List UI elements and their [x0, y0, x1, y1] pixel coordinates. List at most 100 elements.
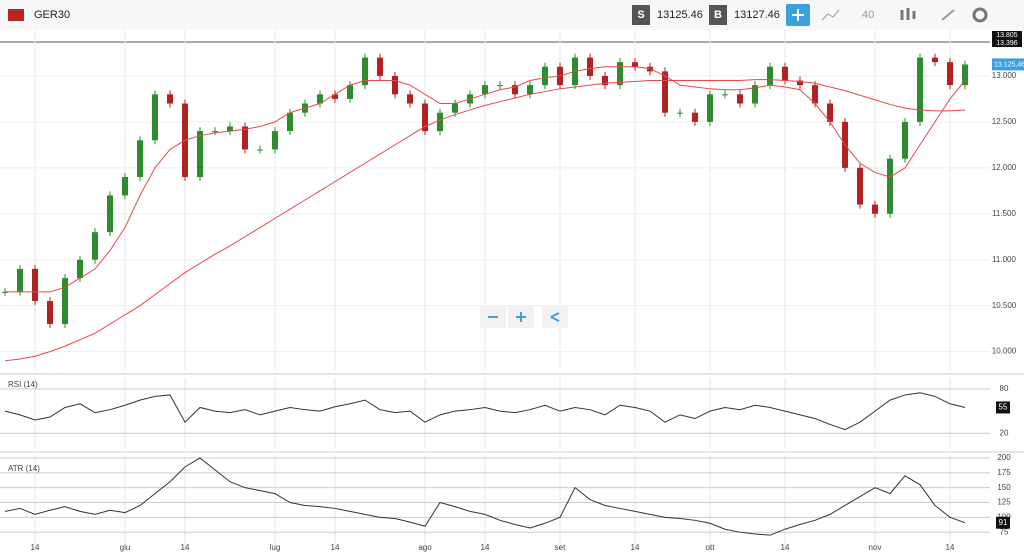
y-tick-label: 125: [997, 498, 1011, 507]
buy-button[interactable]: [709, 5, 727, 25]
x-tick-label: 14: [481, 543, 490, 552]
x-tick-label: ago: [418, 543, 432, 552]
candle: [617, 62, 623, 86]
candle: [362, 57, 368, 86]
candle: [692, 112, 698, 122]
last-value: 91: [999, 518, 1008, 527]
last-value: 55: [999, 403, 1008, 412]
candle: [332, 94, 338, 99]
candle: [122, 177, 128, 196]
buy-price: 13127.46: [734, 9, 780, 21]
candle: [482, 85, 488, 95]
candle: [542, 66, 548, 86]
candle: [662, 71, 668, 113]
candle: [512, 85, 518, 95]
candle: [797, 80, 803, 86]
top-tag: 13.396: [996, 40, 1018, 47]
symbol[interactable]: GER30: [34, 9, 70, 21]
x-tick-label: 14: [181, 543, 190, 552]
sell-price: 13125.46: [657, 9, 703, 21]
candle: [407, 94, 413, 104]
candle: [272, 131, 278, 150]
y-tick-label: 75: [1000, 527, 1009, 536]
candle: [377, 57, 383, 76]
atr-title: ATR (14): [8, 464, 40, 473]
candle: [287, 112, 293, 132]
candle: [92, 232, 98, 260]
candle: [752, 85, 758, 104]
y-tick-label: 11.500: [992, 209, 1016, 218]
symbol-icon: [8, 9, 24, 21]
top-tags: [992, 31, 1022, 47]
sell-button[interactable]: [632, 5, 650, 25]
y-tick-label: 200: [997, 453, 1011, 462]
candle: [962, 64, 968, 86]
candle: [212, 131, 218, 133]
candle: [197, 131, 203, 178]
y-tick-label: 12.500: [992, 117, 1017, 126]
candle: [392, 75, 398, 95]
candle: [917, 57, 923, 122]
chart-type-button[interactable]: [821, 9, 840, 21]
candle: [722, 94, 728, 96]
interval[interactable]: 40: [862, 9, 874, 21]
candle: [422, 103, 428, 132]
candle: [587, 57, 593, 76]
candle-button[interactable]: [900, 8, 916, 20]
candle: [782, 66, 788, 81]
settings-button[interactable]: [972, 7, 988, 23]
candle: [527, 85, 533, 95]
x-tick-label: set: [555, 543, 566, 552]
candle: [872, 204, 878, 214]
price-tag-box: [992, 58, 1024, 71]
y-tick-label: 10.000: [992, 347, 1017, 356]
candle: [77, 259, 83, 279]
candle: [47, 301, 53, 325]
candle: [62, 278, 68, 325]
candle: [17, 268, 23, 292]
x-tick-label: ott: [706, 543, 716, 552]
draw-button[interactable]: [941, 9, 955, 21]
candle: [887, 158, 893, 214]
candle: [32, 268, 38, 302]
candle: [632, 62, 638, 67]
toolbar: [0, 0, 1024, 30]
candle: [257, 149, 263, 151]
share[interactable]: [542, 306, 568, 328]
x-tick-label: 14: [781, 543, 790, 552]
y-tick-label: 20: [1000, 428, 1009, 437]
candle: [677, 112, 683, 114]
last-value-box: [996, 516, 1010, 529]
candle: [242, 126, 248, 150]
candle: [812, 85, 818, 104]
x-tick-label: 14: [331, 543, 340, 552]
rsi-title: RSI (14): [8, 380, 38, 389]
line-series: [4, 392, 966, 431]
candle: [932, 57, 938, 63]
buy-label[interactable]: B: [714, 9, 722, 21]
x-tick-label: 14: [31, 543, 40, 552]
share-icon: [550, 312, 560, 322]
candle: [602, 75, 608, 86]
candle: [437, 112, 443, 132]
candle: [137, 140, 143, 178]
candle: [707, 94, 713, 122]
y-tick-label: 11.000: [992, 255, 1016, 264]
crosshair-icon: [792, 9, 804, 21]
y-tick-label: 12.000: [992, 163, 1017, 172]
candle: [857, 167, 863, 205]
candle: [902, 121, 908, 159]
candle: [317, 94, 323, 104]
candle: [767, 66, 773, 86]
candle: [167, 94, 173, 104]
y-tick-label: 175: [997, 468, 1011, 477]
candle: [497, 85, 503, 87]
y-tick-label: 10.500: [992, 301, 1017, 310]
sell-label[interactable]: S: [637, 9, 644, 21]
x-tick-label: 14: [631, 543, 640, 552]
candle: [452, 103, 458, 113]
x-tick-label: lug: [270, 543, 281, 552]
x-tick-label: giu: [120, 543, 131, 552]
last-value-box: [996, 401, 1010, 414]
